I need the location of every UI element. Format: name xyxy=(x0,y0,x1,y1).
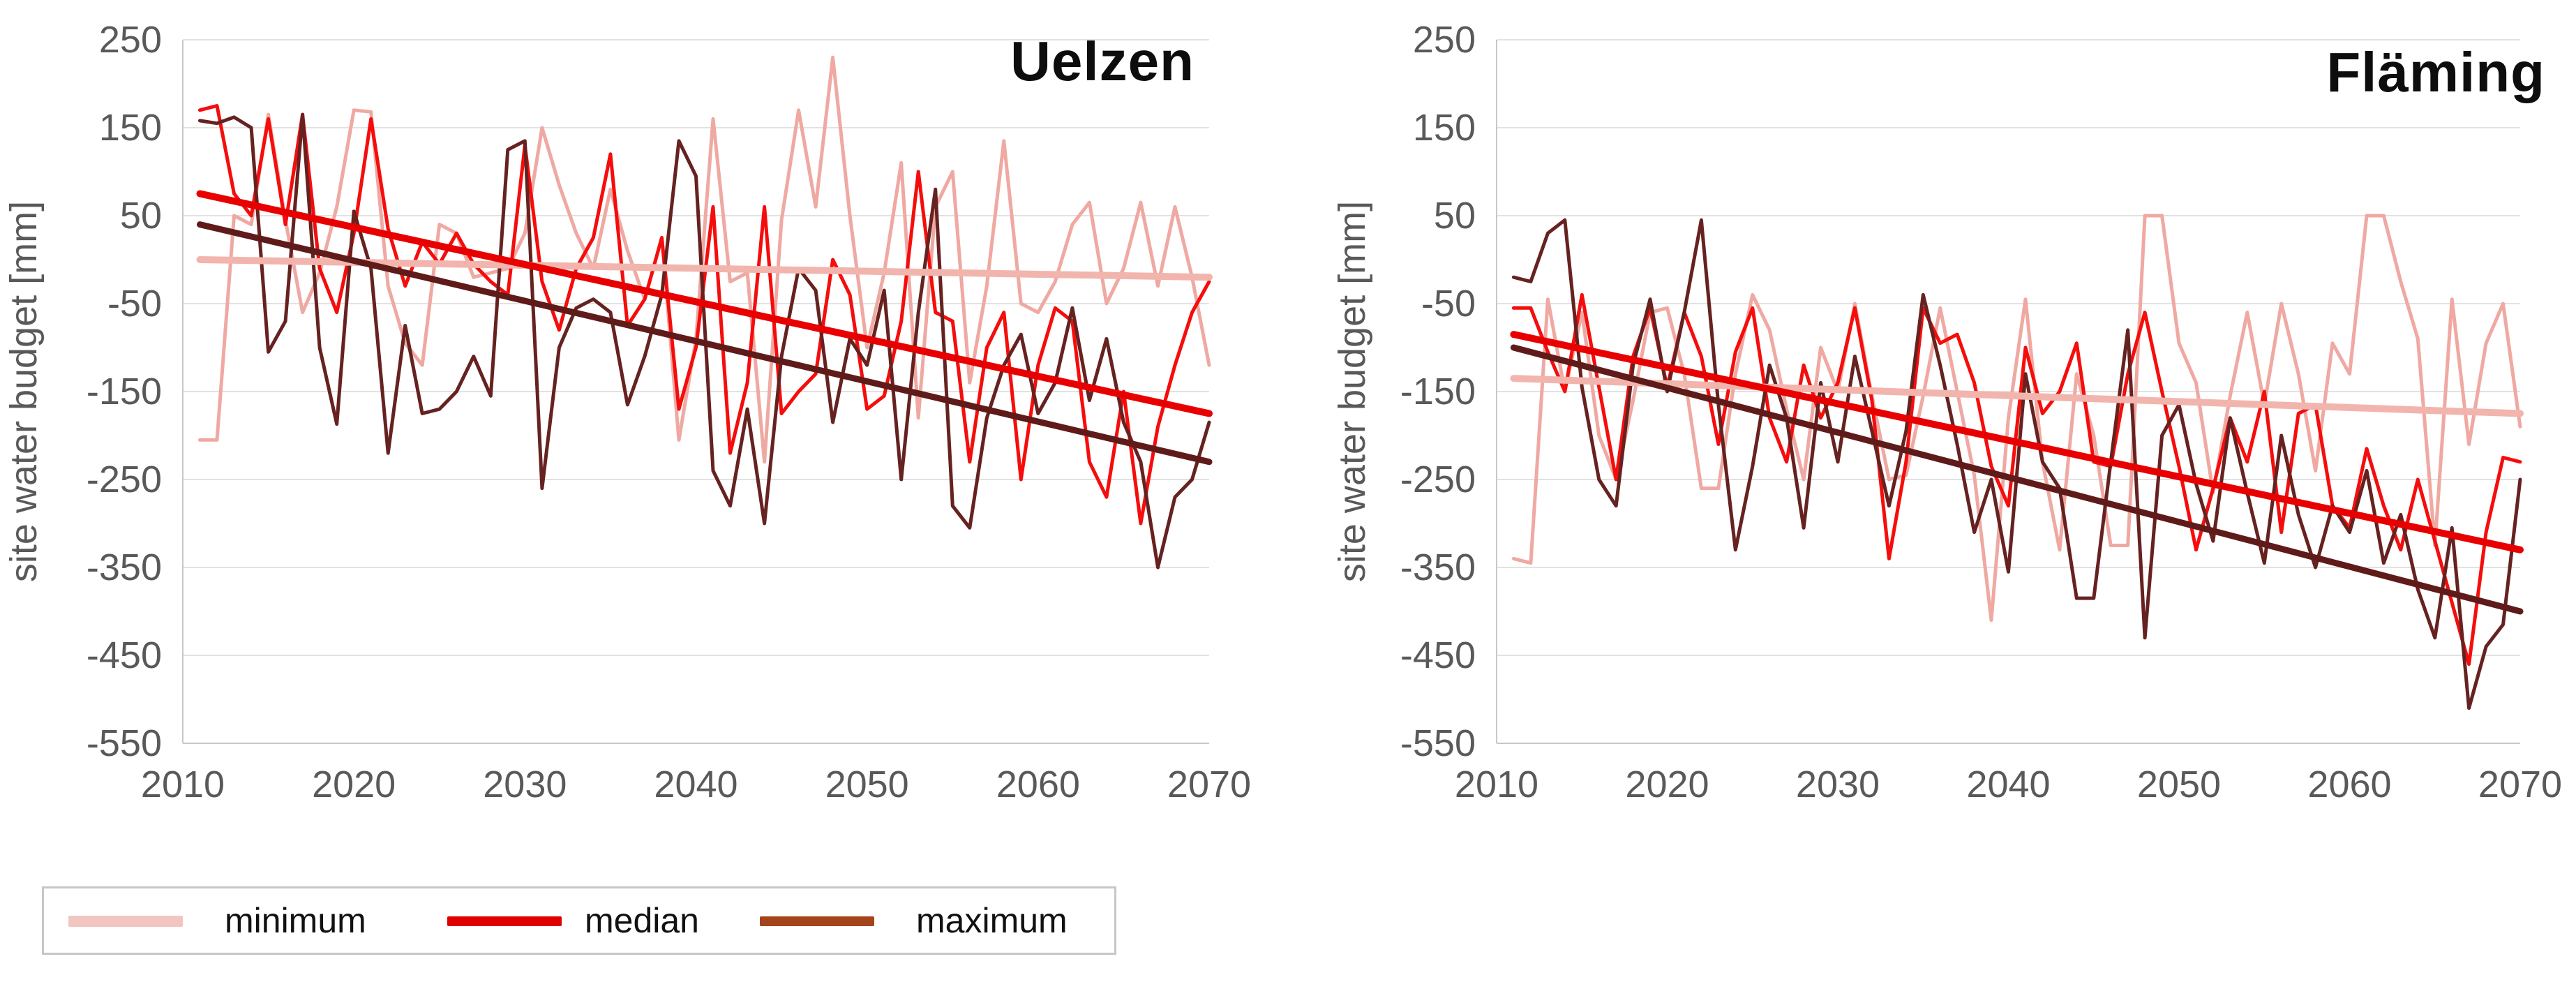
y-tick-label: -550 xyxy=(1400,722,1476,764)
legend-label-maximum: maximum xyxy=(916,901,1068,940)
x-tick-label: 2020 xyxy=(312,764,396,805)
y-tick-label: 150 xyxy=(98,107,162,149)
legend: minimum median maximum xyxy=(42,886,1116,955)
legend-label-minimum: minimum xyxy=(225,901,366,940)
x-tick-label: 2060 xyxy=(2307,764,2392,805)
x-tick-label: 2030 xyxy=(1795,764,1880,805)
y-tick-label: -350 xyxy=(1400,546,1476,588)
y-tick-label: -150 xyxy=(86,371,162,412)
maximum-line-swatch xyxy=(760,916,874,926)
legend-label-median: median xyxy=(585,901,699,940)
y-tick-label: 250 xyxy=(98,19,162,61)
chart-title-flaeming: Fläming xyxy=(2326,41,2545,103)
x-tick-label: 2020 xyxy=(1625,764,1709,805)
x-tick-label: 2040 xyxy=(654,764,738,805)
median-line-swatch xyxy=(447,916,562,926)
y-tick-label: -550 xyxy=(86,722,162,764)
x-tick-label: 2010 xyxy=(140,764,225,805)
x-tick-label: 2070 xyxy=(1167,764,1252,805)
y-tick-label: 250 xyxy=(1412,19,1476,61)
y-tick-label: -250 xyxy=(86,459,162,500)
plot-area-uelzen xyxy=(182,39,1213,744)
y-tick-label: 50 xyxy=(119,195,162,237)
x-tick-label: 2030 xyxy=(483,764,567,805)
plot-area-flaeming xyxy=(1496,39,2524,744)
x-tick-label: 2070 xyxy=(2478,764,2563,805)
minimum-line-swatch xyxy=(68,916,183,927)
y-tick-label: -150 xyxy=(1400,371,1476,412)
x-tick-label: 2040 xyxy=(1966,764,2051,805)
y-tick-label: -450 xyxy=(86,634,162,676)
y-tick-label: -50 xyxy=(107,283,162,325)
y-tick-label: 150 xyxy=(1412,107,1476,149)
x-tick-label: 2060 xyxy=(996,764,1080,805)
y-tick-label: 50 xyxy=(1433,195,1476,237)
y-tick-label: -450 xyxy=(1400,634,1476,676)
x-tick-label: 2050 xyxy=(2136,764,2222,805)
y-tick-label: -250 xyxy=(1400,459,1476,500)
x-tick-label: 2010 xyxy=(1454,764,1539,805)
x-tick-label: 2050 xyxy=(825,764,909,805)
y-tick-label: -50 xyxy=(1421,283,1476,325)
y-tick-label: -350 xyxy=(86,546,162,588)
